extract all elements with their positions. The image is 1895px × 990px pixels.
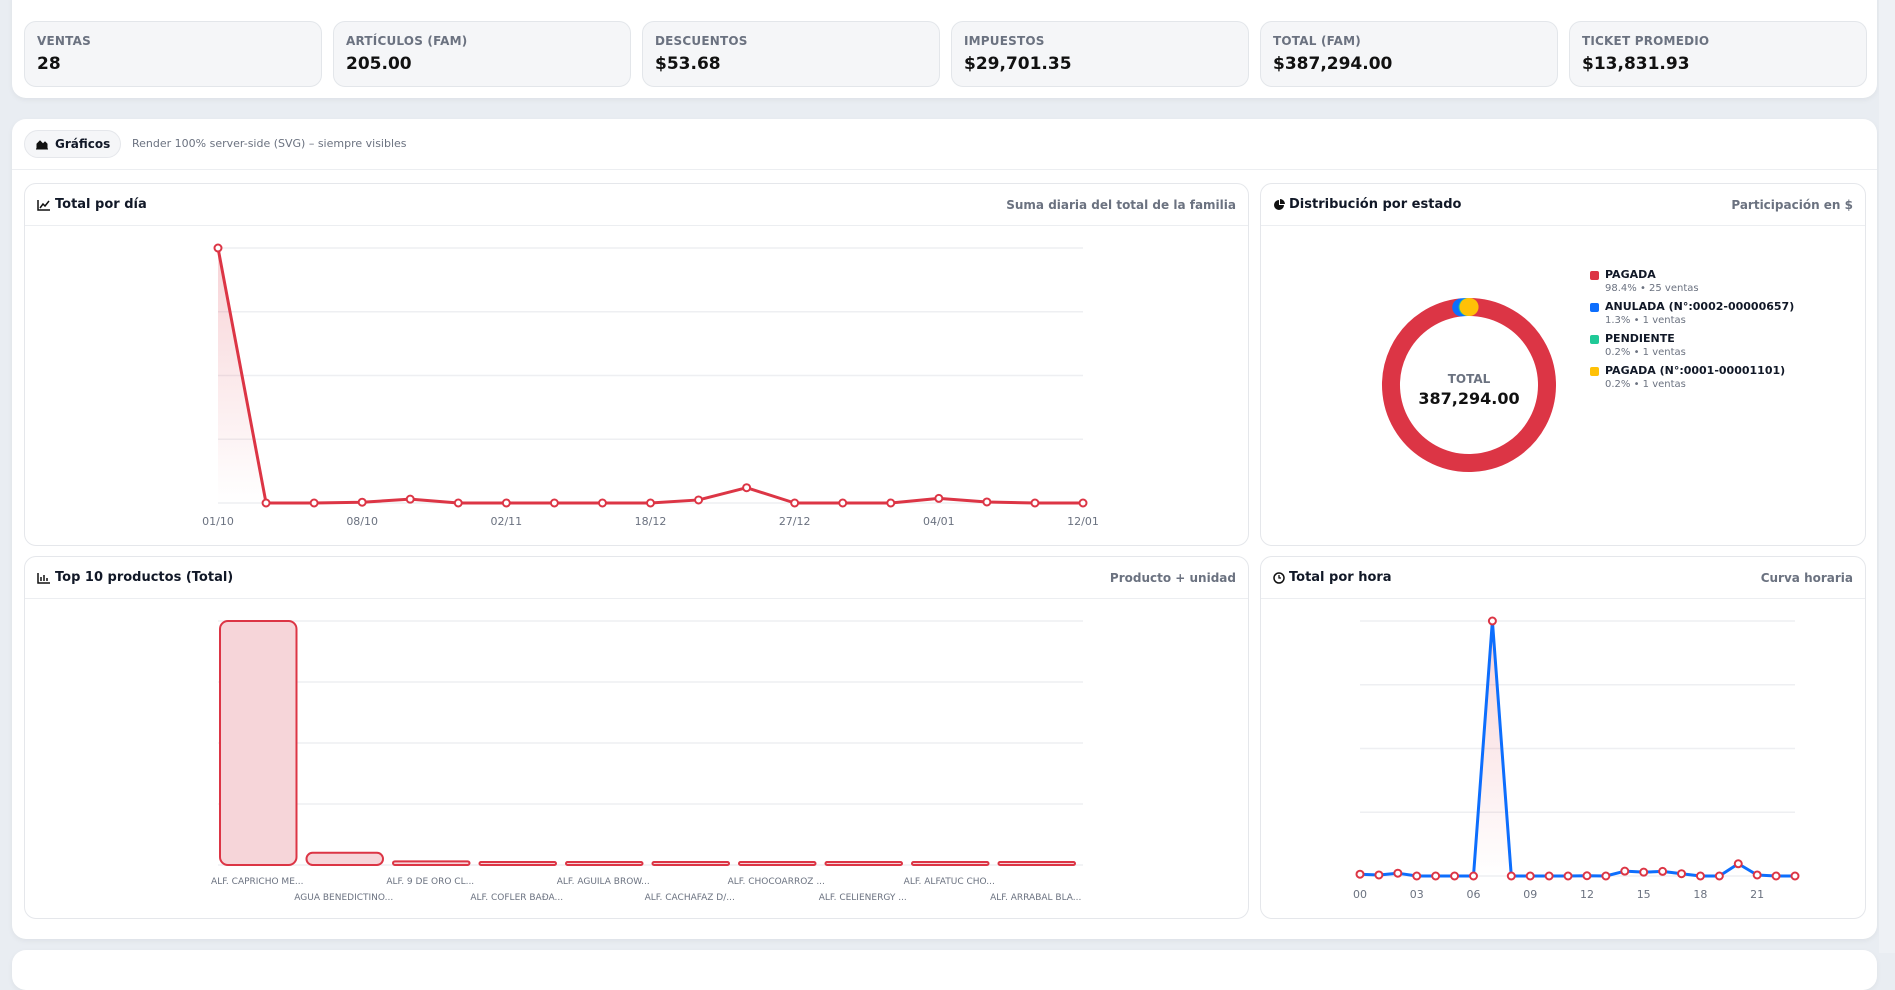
charts-title: Gráficos	[55, 137, 110, 151]
legend-detail: 0.2% • 1 ventas	[1590, 379, 1785, 391]
legend-detail: 98.4% • 25 ventas	[1590, 283, 1699, 295]
chart-subtitle: Curva horaria	[1761, 571, 1853, 585]
chart-title: Top 10 productos (Total)	[55, 570, 233, 585]
legend-swatch	[1590, 271, 1599, 280]
legend-detail: 0.2% • 1 ventas	[1590, 347, 1686, 359]
legend-detail: 1.3% • 1 ventas	[1590, 315, 1794, 327]
legend-label: PENDIENTE	[1605, 332, 1675, 346]
kpi-label: VENTAS	[37, 34, 309, 48]
chart-subtitle: Participación en $	[1731, 198, 1853, 212]
legend-swatch	[1590, 303, 1599, 312]
kpi-value: 28	[37, 54, 309, 74]
legend-label: PAGADA	[1605, 268, 1656, 282]
kpi-card: VENTAS 28	[24, 21, 322, 87]
area-chart-icon	[35, 138, 49, 150]
kpi-value: $53.68	[655, 54, 927, 74]
kpi-label: IMPUESTOS	[964, 34, 1236, 48]
kpi-label: DESCUENTOS	[655, 34, 927, 48]
legend-label: PAGADA (N°:0001-00001101)	[1605, 364, 1785, 378]
kpi-label: ARTÍCULOS (FAM)	[346, 34, 618, 48]
next-panel	[12, 950, 1877, 990]
chart-subtitle: Suma diaria del total de la familia	[1006, 198, 1236, 212]
kpi-card: ARTÍCULOS (FAM) 205.00	[333, 21, 631, 87]
charts-tab[interactable]: Gráficos	[24, 130, 121, 158]
kpi-value: $13,831.93	[1582, 54, 1854, 74]
kpi-card: TOTAL (FAM) $387,294.00	[1260, 21, 1558, 87]
daily-total-card: Total por día Suma diaria del total de la…	[24, 183, 1249, 546]
legend-item: ANULADA (N°:0002-00000657)1.3% • 1 venta…	[1590, 300, 1794, 327]
line-chart-icon	[37, 199, 51, 211]
hourly-total-card: Total por hora Curva horaria	[1260, 556, 1866, 919]
chart-title: Distribución por estado	[1289, 197, 1461, 212]
top-products-card: Top 10 productos (Total) Producto + unida…	[24, 556, 1249, 919]
kpi-value: $29,701.35	[964, 54, 1236, 74]
kpi-value: 205.00	[346, 54, 618, 74]
charts-note: Render 100% server-side (SVG) – siempre …	[132, 137, 407, 150]
pie-chart-icon	[1273, 199, 1285, 211]
kpi-label: TOTAL (FAM)	[1273, 34, 1545, 48]
kpi-card: TICKET PROMEDIO $13,831.93	[1569, 21, 1867, 87]
chart-title: Total por hora	[1289, 570, 1392, 585]
kpi-value: $387,294.00	[1273, 54, 1545, 74]
bar-chart-icon	[37, 572, 51, 584]
scrollbar[interactable]	[1879, 0, 1895, 953]
legend-swatch	[1590, 335, 1599, 344]
legend-item: PAGADA (N°:0001-00001101)0.2% • 1 ventas	[1590, 364, 1785, 391]
clock-icon	[1273, 572, 1285, 584]
legend-swatch	[1590, 367, 1599, 376]
kpi-card: IMPUESTOS $29,701.35	[951, 21, 1249, 87]
chart-subtitle: Producto + unidad	[1110, 571, 1236, 585]
legend-label: ANULADA (N°:0002-00000657)	[1605, 300, 1794, 314]
kpi-label: TICKET PROMEDIO	[1582, 34, 1854, 48]
kpi-card: DESCUENTOS $53.68	[642, 21, 940, 87]
chart-title: Total por día	[55, 197, 147, 212]
